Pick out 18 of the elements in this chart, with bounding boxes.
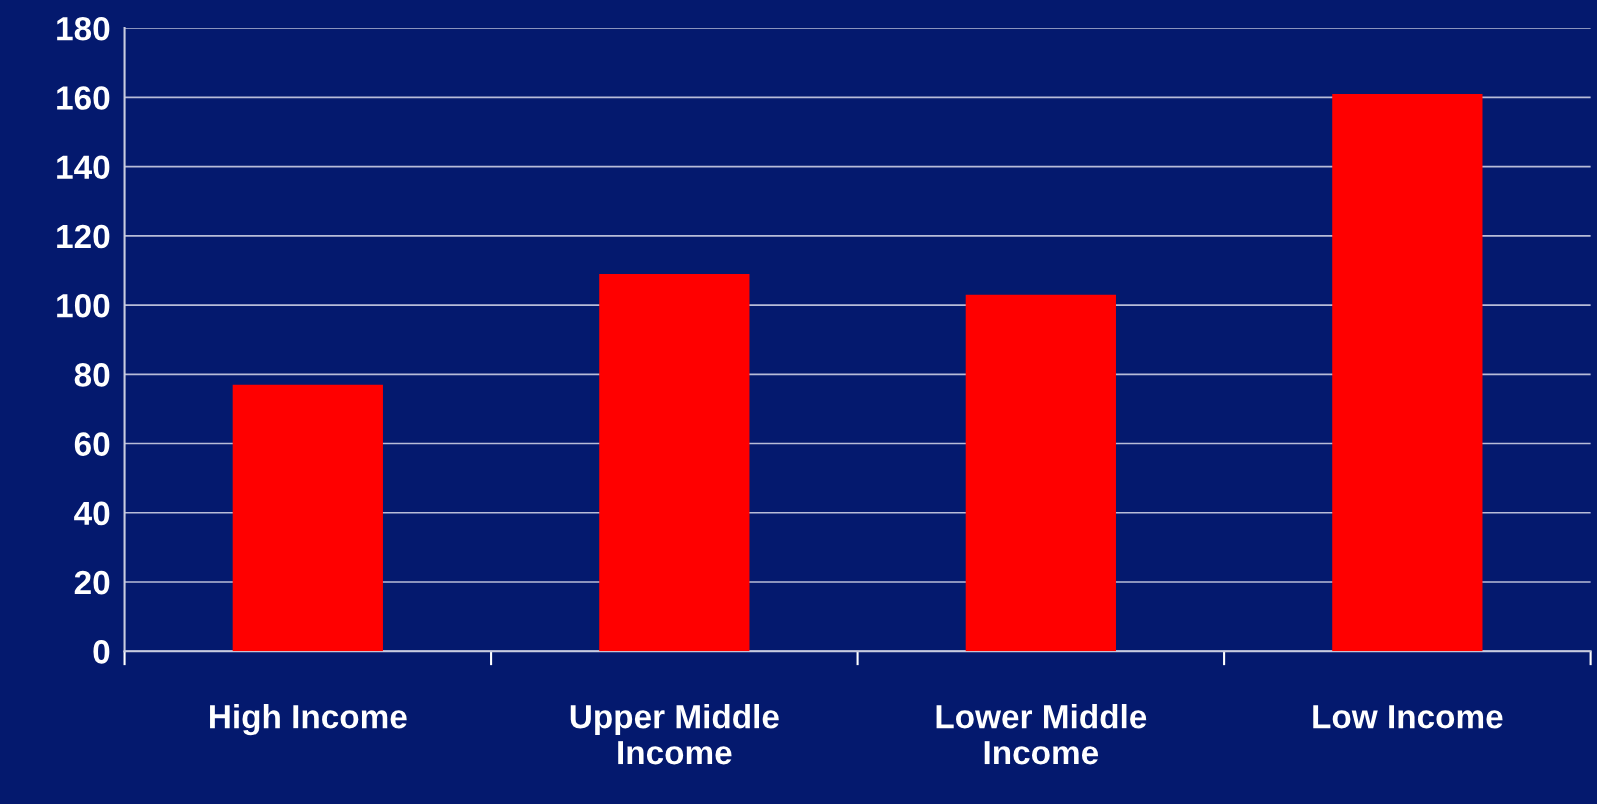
y-tick-label: 40 bbox=[74, 501, 110, 526]
bar bbox=[232, 384, 383, 652]
y-tick-label: 60 bbox=[74, 432, 110, 456]
bar bbox=[1332, 93, 1483, 652]
x-tick-label: Low Income bbox=[1313, 705, 1503, 729]
x-tick-label: Upper Middle Income bbox=[570, 704, 779, 765]
y-tick-label: 0 bbox=[93, 640, 110, 664]
x-tick-label: Lower Middle Income bbox=[936, 704, 1147, 765]
bar bbox=[965, 294, 1116, 652]
y-tick-label: 100 bbox=[57, 293, 110, 318]
y-tick-label: 80 bbox=[74, 363, 110, 387]
y-tick-label: 160 bbox=[57, 86, 110, 110]
y-tick-label: 140 bbox=[57, 155, 110, 180]
y-tick-label: 120 bbox=[57, 224, 110, 249]
x-tick-label: High Income bbox=[210, 704, 407, 736]
y-tick-label: 180 bbox=[57, 16, 110, 41]
bar bbox=[599, 273, 750, 652]
y-tick-label: 20 bbox=[74, 570, 110, 595]
